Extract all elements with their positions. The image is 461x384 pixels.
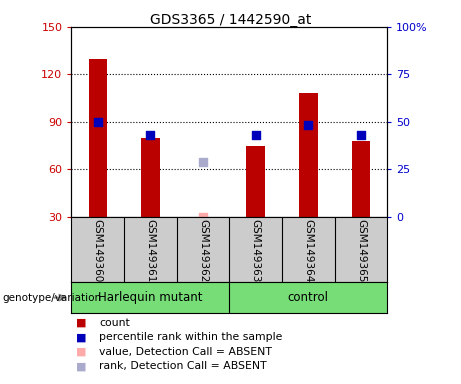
Text: GSM149365: GSM149365 (356, 219, 366, 282)
Point (305, 122, 312, 128)
Text: GSM149364: GSM149364 (303, 219, 313, 282)
Bar (299, 93, 318, 217)
Text: GSM149361: GSM149361 (145, 219, 155, 282)
Text: GSM149362: GSM149362 (198, 219, 208, 282)
Text: GSM149363: GSM149363 (251, 219, 260, 282)
Bar (89, 59, 107, 217)
Point (199, 214, 207, 220)
Point (199, 159, 207, 165)
Point (252, 131, 260, 138)
Text: ■: ■ (76, 347, 87, 357)
Text: ■: ■ (76, 332, 87, 342)
Bar (141, 138, 160, 217)
Bar (352, 141, 370, 217)
Text: Harlequin mutant: Harlequin mutant (98, 291, 203, 304)
Point (357, 131, 365, 138)
Text: ■: ■ (76, 361, 87, 371)
Text: rank, Detection Call = ABSENT: rank, Detection Call = ABSENT (99, 361, 267, 371)
Text: ■: ■ (76, 318, 87, 328)
Text: genotype/variation: genotype/variation (2, 293, 101, 303)
Text: count: count (99, 318, 130, 328)
Text: value, Detection Call = ABSENT: value, Detection Call = ABSENT (99, 347, 272, 357)
Text: control: control (288, 291, 329, 304)
Text: GDS3365 / 1442590_at: GDS3365 / 1442590_at (150, 13, 311, 27)
Bar (247, 146, 265, 217)
Point (147, 131, 154, 138)
Text: percentile rank within the sample: percentile rank within the sample (99, 332, 283, 342)
Text: GSM149360: GSM149360 (93, 219, 103, 282)
Point (94, 119, 101, 125)
